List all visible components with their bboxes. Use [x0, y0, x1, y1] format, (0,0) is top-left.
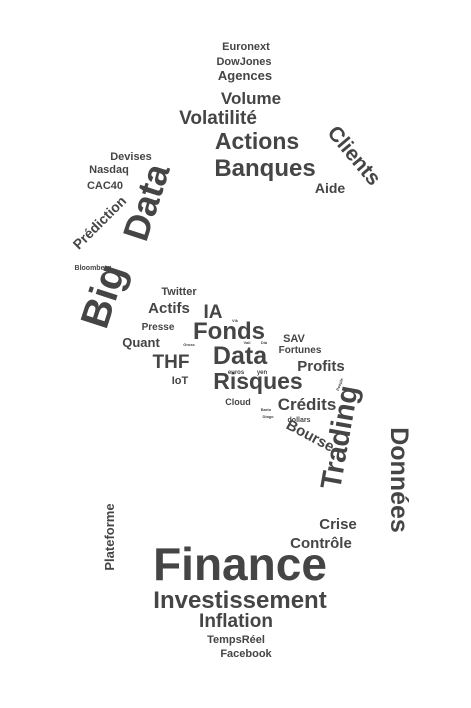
word-thf: THF	[153, 352, 190, 373]
word-twitter: Twitter	[161, 286, 197, 298]
word-inflation: Inflation	[199, 611, 273, 632]
word-nasdaq: Nasdaq	[89, 164, 129, 176]
word-risques: Risques	[213, 368, 302, 394]
word-barto: Barto	[261, 407, 272, 412]
word-donnees: Données	[385, 427, 413, 533]
word-euros: euros	[228, 370, 245, 376]
word-controle: Contrôle	[290, 535, 352, 552]
word-crise: Crise	[319, 516, 357, 533]
word-profits: Profits	[297, 358, 345, 375]
word-dia: Dia	[261, 340, 268, 345]
word-fortunes: Fortunes	[279, 345, 322, 356]
word-devises: Devises	[110, 151, 152, 163]
word-volume: Volume	[221, 89, 281, 108]
word-diago: Diago	[262, 414, 274, 419]
word-cac40: CAC40	[87, 180, 123, 192]
word-sav: SAV	[283, 333, 305, 345]
word-gross: Gross	[183, 342, 195, 347]
word-aide: Aide	[315, 180, 346, 196]
word-quant: Quant	[122, 335, 160, 350]
word-volatilite: Volatilité	[179, 108, 257, 129]
word-euronext: Euronext	[222, 41, 270, 53]
word-vik: Vik	[232, 318, 239, 323]
word-tempsreel: TempsRéel	[207, 634, 265, 646]
word-cloud: Cloud	[225, 397, 251, 407]
word-actions: Actions	[215, 128, 299, 154]
word-people: People	[335, 377, 344, 392]
word-actifs: Actifs	[148, 300, 190, 317]
word-presse: Presse	[142, 322, 175, 333]
word-vali: Vali	[244, 340, 251, 345]
word-agences: Agences	[218, 68, 272, 83]
word-iot: IoT	[172, 375, 189, 387]
word-facebook: Facebook	[220, 648, 272, 660]
word-ia: IA	[204, 302, 223, 323]
word-investissement: Investissement	[153, 587, 326, 614]
word-banques: Banques	[214, 155, 315, 182]
word-finance: Finance	[153, 538, 327, 590]
word-data: Data	[213, 342, 268, 370]
word-bloomberg: Bloomberg	[75, 265, 112, 272]
word-credits: Crédits	[278, 395, 337, 414]
word-dollars: dollars	[288, 417, 311, 424]
word-fonds: Fonds	[193, 318, 265, 345]
word-plateforme: Plateforme	[102, 503, 117, 570]
word-yen: yen	[257, 370, 268, 376]
word-dowjones: DowJones	[216, 56, 271, 68]
